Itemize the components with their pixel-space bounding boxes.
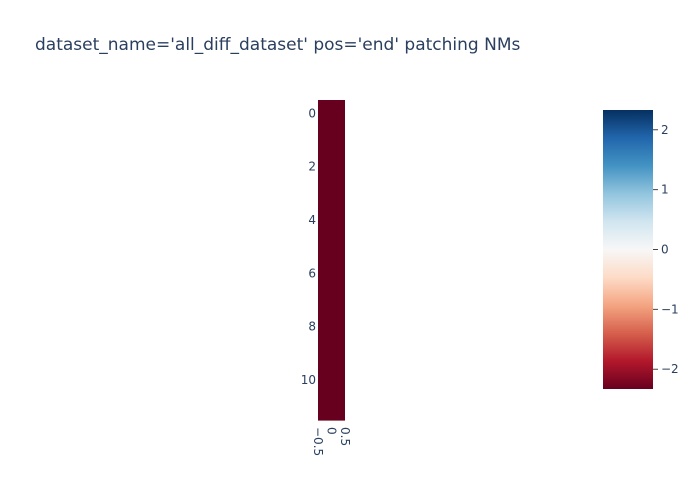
heatmap-cell (318, 180, 345, 208)
y-tick-label: 8 (308, 320, 316, 334)
x-tick-label: 0.5 (338, 427, 352, 446)
y-axis-ticks: 0 2 4 6 8 10 (301, 106, 316, 387)
heatmap-cell (318, 286, 345, 314)
heatmap-cell (318, 340, 345, 368)
heatmap-cell (318, 366, 345, 394)
y-tick-label: 0 (308, 106, 316, 120)
colorbar (603, 110, 653, 389)
x-axis-ticks: −0.5 0 0.5 (311, 427, 352, 456)
y-tick-label: 6 (308, 266, 316, 280)
heatmap-cell (318, 393, 345, 421)
heatmap-cell (318, 206, 345, 234)
chart-title: dataset_name='all_diff_dataset' pos='end… (35, 35, 520, 55)
colorbar-tick-label: 0 (661, 243, 669, 257)
y-tick-label: 2 (308, 160, 316, 174)
colorbar-tick-label: 2 (661, 123, 669, 137)
heatmap-cell (318, 100, 345, 128)
colorbar-ticks: 2 1 0 −1 −2 (653, 123, 679, 376)
heatmap-cell (318, 260, 345, 288)
colorbar-tick-label: 1 (661, 183, 669, 197)
y-tick-label: 10 (301, 373, 316, 387)
colorbar-tick-label: −2 (661, 362, 679, 376)
heatmap-cell (318, 153, 345, 181)
x-tick-label: −0.5 (311, 427, 325, 456)
heatmap-cell (318, 313, 345, 341)
y-tick-label: 4 (308, 213, 316, 227)
colorbar-tick-label: −1 (661, 302, 679, 316)
x-tick-label: 0 (325, 427, 339, 435)
heatmap-cells (318, 100, 345, 421)
heatmap-cell (318, 126, 345, 154)
heatmap-cell (318, 233, 345, 261)
